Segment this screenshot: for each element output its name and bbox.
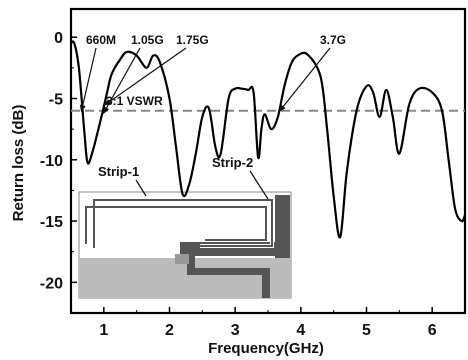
y-axis-title: Return loss (dB) <box>10 105 27 222</box>
annotation-vswr: 3:1 VSWR <box>106 94 163 108</box>
strip-1-inner <box>93 199 273 248</box>
antenna-inset <box>78 191 292 299</box>
strip-1-pointer <box>135 179 147 197</box>
y-tick-label: -10 <box>40 153 63 170</box>
strip-2-label: Strip-2 <box>212 155 253 170</box>
annotation-arrowhead <box>278 104 286 112</box>
x-tick-label: 2 <box>165 322 174 339</box>
annotation-arrow <box>279 47 331 112</box>
x-tick-label: 3 <box>231 322 240 339</box>
annotation-arrow <box>80 47 97 111</box>
ground-plane <box>79 258 291 298</box>
strip-1-meander <box>85 206 267 244</box>
y-tick-label: -20 <box>40 275 63 292</box>
x-tick-label: 1 <box>99 322 108 339</box>
annotation-arrowhead <box>103 106 109 115</box>
y-tick-label: -5 <box>49 91 63 108</box>
feed-point <box>175 254 189 264</box>
y-axis-ticks: 0 -5 -10 -15 -20 <box>40 30 77 292</box>
annotation-arrows <box>79 47 331 200</box>
annotation-arrow <box>104 47 187 106</box>
annotation-660m: 660M <box>86 33 116 47</box>
x-tick-label: 5 <box>362 322 371 339</box>
x-tick-label: 4 <box>296 322 305 339</box>
annotation-1-05g: 1.05G <box>131 33 164 47</box>
strip-1-meander-light <box>99 212 258 236</box>
x-axis-title: Frequency(GHz) <box>208 340 324 357</box>
annotation-3-7g: 3.7G <box>320 33 346 47</box>
x-tick-label: 6 <box>428 322 437 339</box>
return-loss-series-line <box>70 40 467 239</box>
strip-1-label: Strip-1 <box>98 164 139 179</box>
annotation-arrowhead <box>79 104 86 113</box>
y-tick-label: -15 <box>40 214 63 231</box>
y-tick-label: 0 <box>54 30 63 47</box>
strip-2-pointer <box>249 170 269 200</box>
annotation-1-75g: 1.75G <box>176 33 209 47</box>
annotation-arrowhead <box>103 99 112 106</box>
x-axis-ticks: 1 2 3 4 5 6 <box>70 307 466 339</box>
